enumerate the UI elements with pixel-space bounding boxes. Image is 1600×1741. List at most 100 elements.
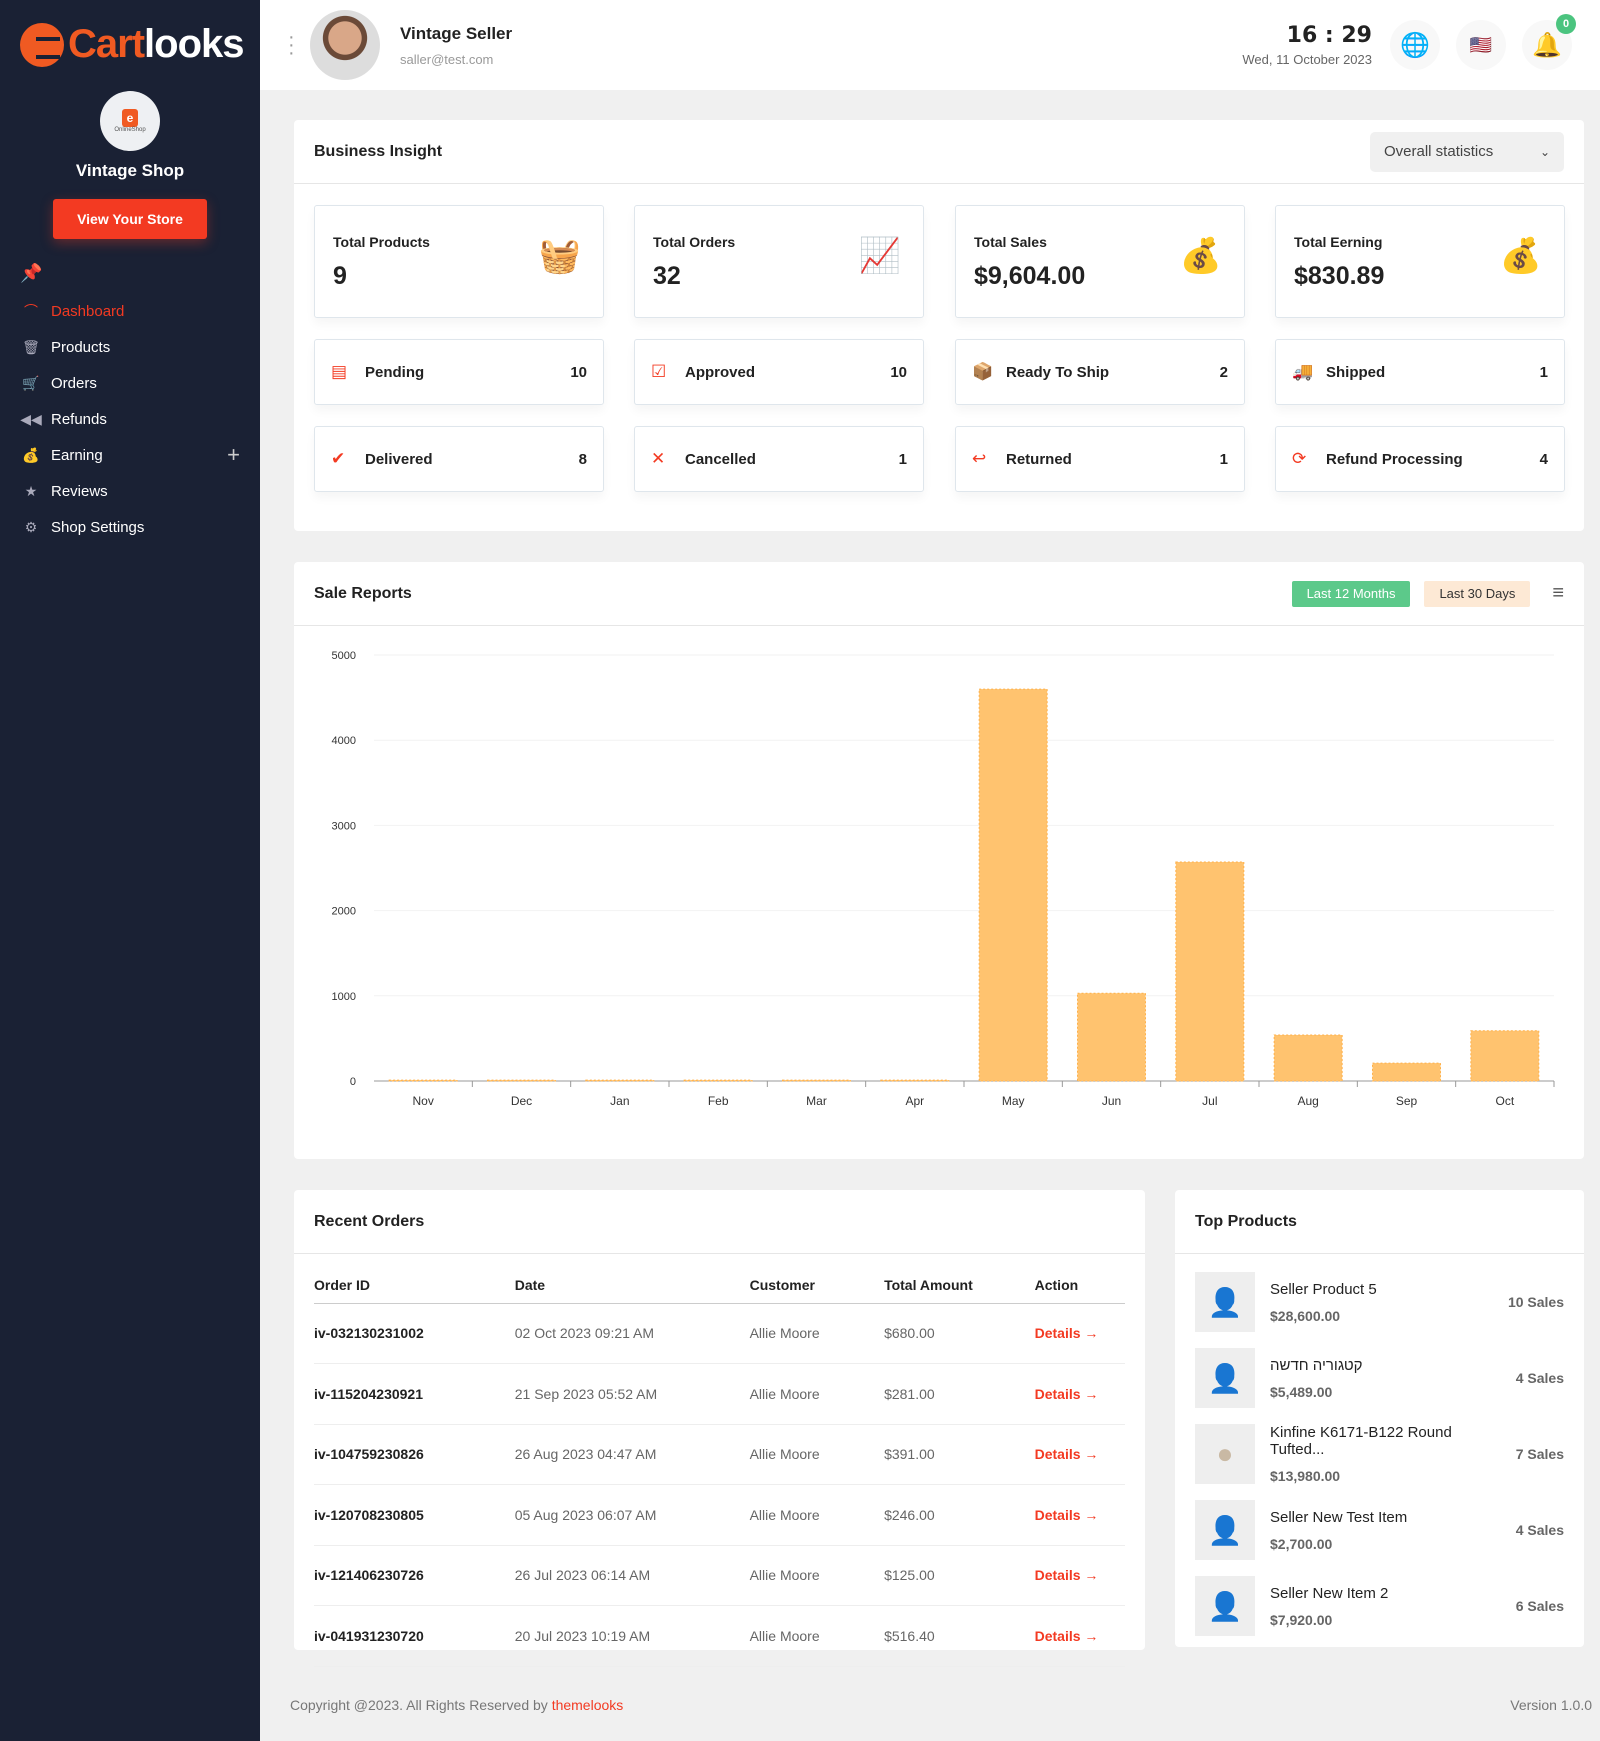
cell-action: Details → [1034,1484,1125,1546]
x-tick-label: Feb [708,1094,729,1108]
sidebar-item-label: Products [51,338,111,356]
table-row: iv-032130231002 02 Oct 2023 09:21 AM Allie… [314,1303,1125,1364]
details-link[interactable]: Details → [1034,1567,1099,1584]
list-item[interactable]: 👤 Seller New Test Item $2,700.00 4 Sales [1195,1492,1564,1568]
tab-last-12-months[interactable]: Last 12 Months [1291,580,1411,607]
bar-apr [880,1079,950,1082]
x-tick-label: May [1002,1094,1025,1108]
cell-action: Details → [1034,1363,1125,1425]
details-link[interactable]: Details → [1034,1506,1099,1523]
cell-total-amount: $125.00 [884,1545,1035,1606]
table-row: iv-121406230726 26 Jul 2023 06:14 AM Allie… [314,1545,1125,1606]
pin-sidebar-icon[interactable]: 📌 [20,263,43,283]
product-name[interactable]: קטגוריה חדשה [1270,1356,1363,1374]
sidebar-item-shop-settings[interactable]: ⚙ Shop Settings [0,509,260,545]
brand-part1: Cart [68,22,145,66]
expand-plus-icon[interactable]: + [227,442,240,467]
x-tick-label: Jan [610,1094,629,1108]
cell-date: 05 Aug 2023 06:07 AM [514,1484,750,1546]
sidebar-item-label: Dashboard [51,302,125,320]
product-info: Kinfine K6171-B122 Round Tufted... $13,98… [1270,1424,1504,1484]
status-label: Delivered [365,450,433,468]
statistics-select[interactable]: Overall statistics ⌄ [1370,131,1564,172]
details-link[interactable]: Details → [1034,1446,1099,1463]
status-card-refund-processing[interactable]: ⟳ Refund Processing 4 [1275,426,1565,492]
kebab-menu-icon[interactable]: · · · [288,26,295,64]
cell-order-id: iv-041931230720 [314,1605,515,1667]
product-name[interactable]: Kinfine K6171-B122 Round Tufted... [1270,1424,1452,1458]
us-flag-icon: 🇺🇸 [1469,34,1493,55]
cell-customer: Allie Moore [749,1363,885,1425]
stat-card-total-orders: Total Orders 32 📈 [634,205,924,318]
status-card-shipped[interactable]: 🚚 Shipped 1 [1275,339,1565,405]
status-card-cancelled[interactable]: ✕ Cancelled 1 [634,426,924,492]
list-item[interactable]: 👤 Seller New Item 2 $7,920.00 6 Sales [1195,1568,1564,1644]
cell-total-amount: $680.00 [884,1303,1035,1364]
sale-reports-title: Sale Reports [314,584,412,602]
user-avatar[interactable] [310,10,380,80]
x-tick-label: Apr [905,1094,924,1108]
sidebar-item-products[interactable]: 🗑 Products [0,329,260,365]
status-label: Cancelled [685,450,756,468]
cell-date: 26 Aug 2023 04:47 AM [514,1424,750,1485]
sidebar-item-earning[interactable]: 💰 Earning + [0,437,260,473]
globe-button[interactable]: 🌐 [1390,20,1440,70]
product-info: Seller New Item 2 $7,920.00 [1270,1585,1504,1628]
product-name[interactable]: Seller Product 5 [1270,1280,1377,1298]
tab-last-30-days[interactable]: Last 30 Days [1424,580,1531,607]
details-link[interactable]: Details → [1034,1385,1099,1402]
list-item[interactable]: 👤 Seller Product 5 $28,600.00 10 Sales [1195,1264,1564,1340]
table-row: iv-104759230826 26 Aug 2023 04:47 AM Allie… [314,1424,1125,1485]
status-card-pending[interactable]: ▤ Pending 10 [314,339,604,405]
status-count: 10 [570,363,587,381]
themelooks-link[interactable]: themelooks [551,1697,624,1713]
stat-card-total-products: Total Products 9 🧺 [314,205,604,318]
clock: 16 : 29 Wed, 11 October 2023 [1242,23,1372,67]
cartlooks-logo[interactable]: Cart looks [0,0,260,67]
column-header-action: Action [1034,1254,1125,1304]
stat-label: Total Eerning [1294,234,1383,250]
cell-action: Details → [1034,1424,1125,1485]
stat-value: $9,604.00 [974,262,1086,290]
list-item[interactable]: ● Kinfine K6171-B122 Round Tufted... $13,9… [1195,1416,1564,1492]
sidebar-item-refunds[interactable]: ◀◀ Refunds [0,401,260,437]
status-card-approved[interactable]: ☑ Approved 10 [634,339,924,405]
language-button[interactable]: 🇺🇸 [1456,20,1506,70]
bar-dec [487,1079,556,1082]
cell-order-id: iv-104759230826 [314,1424,515,1485]
notifications-button[interactable]: 🔔 0 [1522,14,1576,70]
sidebar-item-label: Reviews [51,482,108,500]
view-store-button[interactable]: View Your Store [53,199,207,239]
bar-oct [1470,1030,1540,1082]
cell-total-amount: $516.40 [884,1605,1035,1667]
star-icon: ★ [24,482,38,499]
list-item[interactable]: 👤 קטגוריה חדשה $5,489.00 4 Sales [1195,1340,1564,1416]
status-card-returned[interactable]: ↩ Returned 1 [955,426,1245,492]
status-icon: ✔ [331,449,346,468]
product-thumbnail: 👤 [1195,1576,1255,1636]
status-card-ready-to-ship[interactable]: 📦 Ready To Ship 2 [955,339,1245,405]
status-count: 8 [578,450,587,468]
status-card-delivered[interactable]: ✔ Delivered 8 [314,426,604,492]
sidebar-item-orders[interactable]: 🛒 Orders [0,365,260,401]
sidebar-item-dashboard[interactable]: ⌒ Dashboard [0,293,260,329]
cell-date: 26 Jul 2023 06:14 AM [514,1545,750,1606]
product-name[interactable]: Seller New Test Item [1270,1508,1408,1526]
shop-logo-text: OnlineShop [114,127,146,133]
details-link[interactable]: Details → [1034,1627,1099,1644]
status-count: 2 [1219,363,1228,381]
cell-customer: Allie Moore [749,1605,885,1667]
sidebar-item-reviews[interactable]: ★ Reviews [0,473,260,509]
product-price: $13,980.00 [1270,1468,1341,1484]
chart-menu-icon[interactable]: ≡ [1552,582,1564,604]
stat-card-total-sales: Total Sales $9,604.00 💰 [955,205,1245,318]
bar-sep [1372,1062,1441,1082]
stat-icon: 🧺 [538,237,581,275]
bar-may [978,688,1048,1082]
product-price: $2,700.00 [1270,1535,1333,1552]
business-insight-title: Business Insight [314,142,443,160]
products-icon: 🗑 [22,338,40,355]
details-link[interactable]: Details → [1034,1325,1099,1342]
product-sales: 4 Sales [1515,1522,1564,1538]
product-name[interactable]: Seller New Item 2 [1270,1584,1389,1602]
